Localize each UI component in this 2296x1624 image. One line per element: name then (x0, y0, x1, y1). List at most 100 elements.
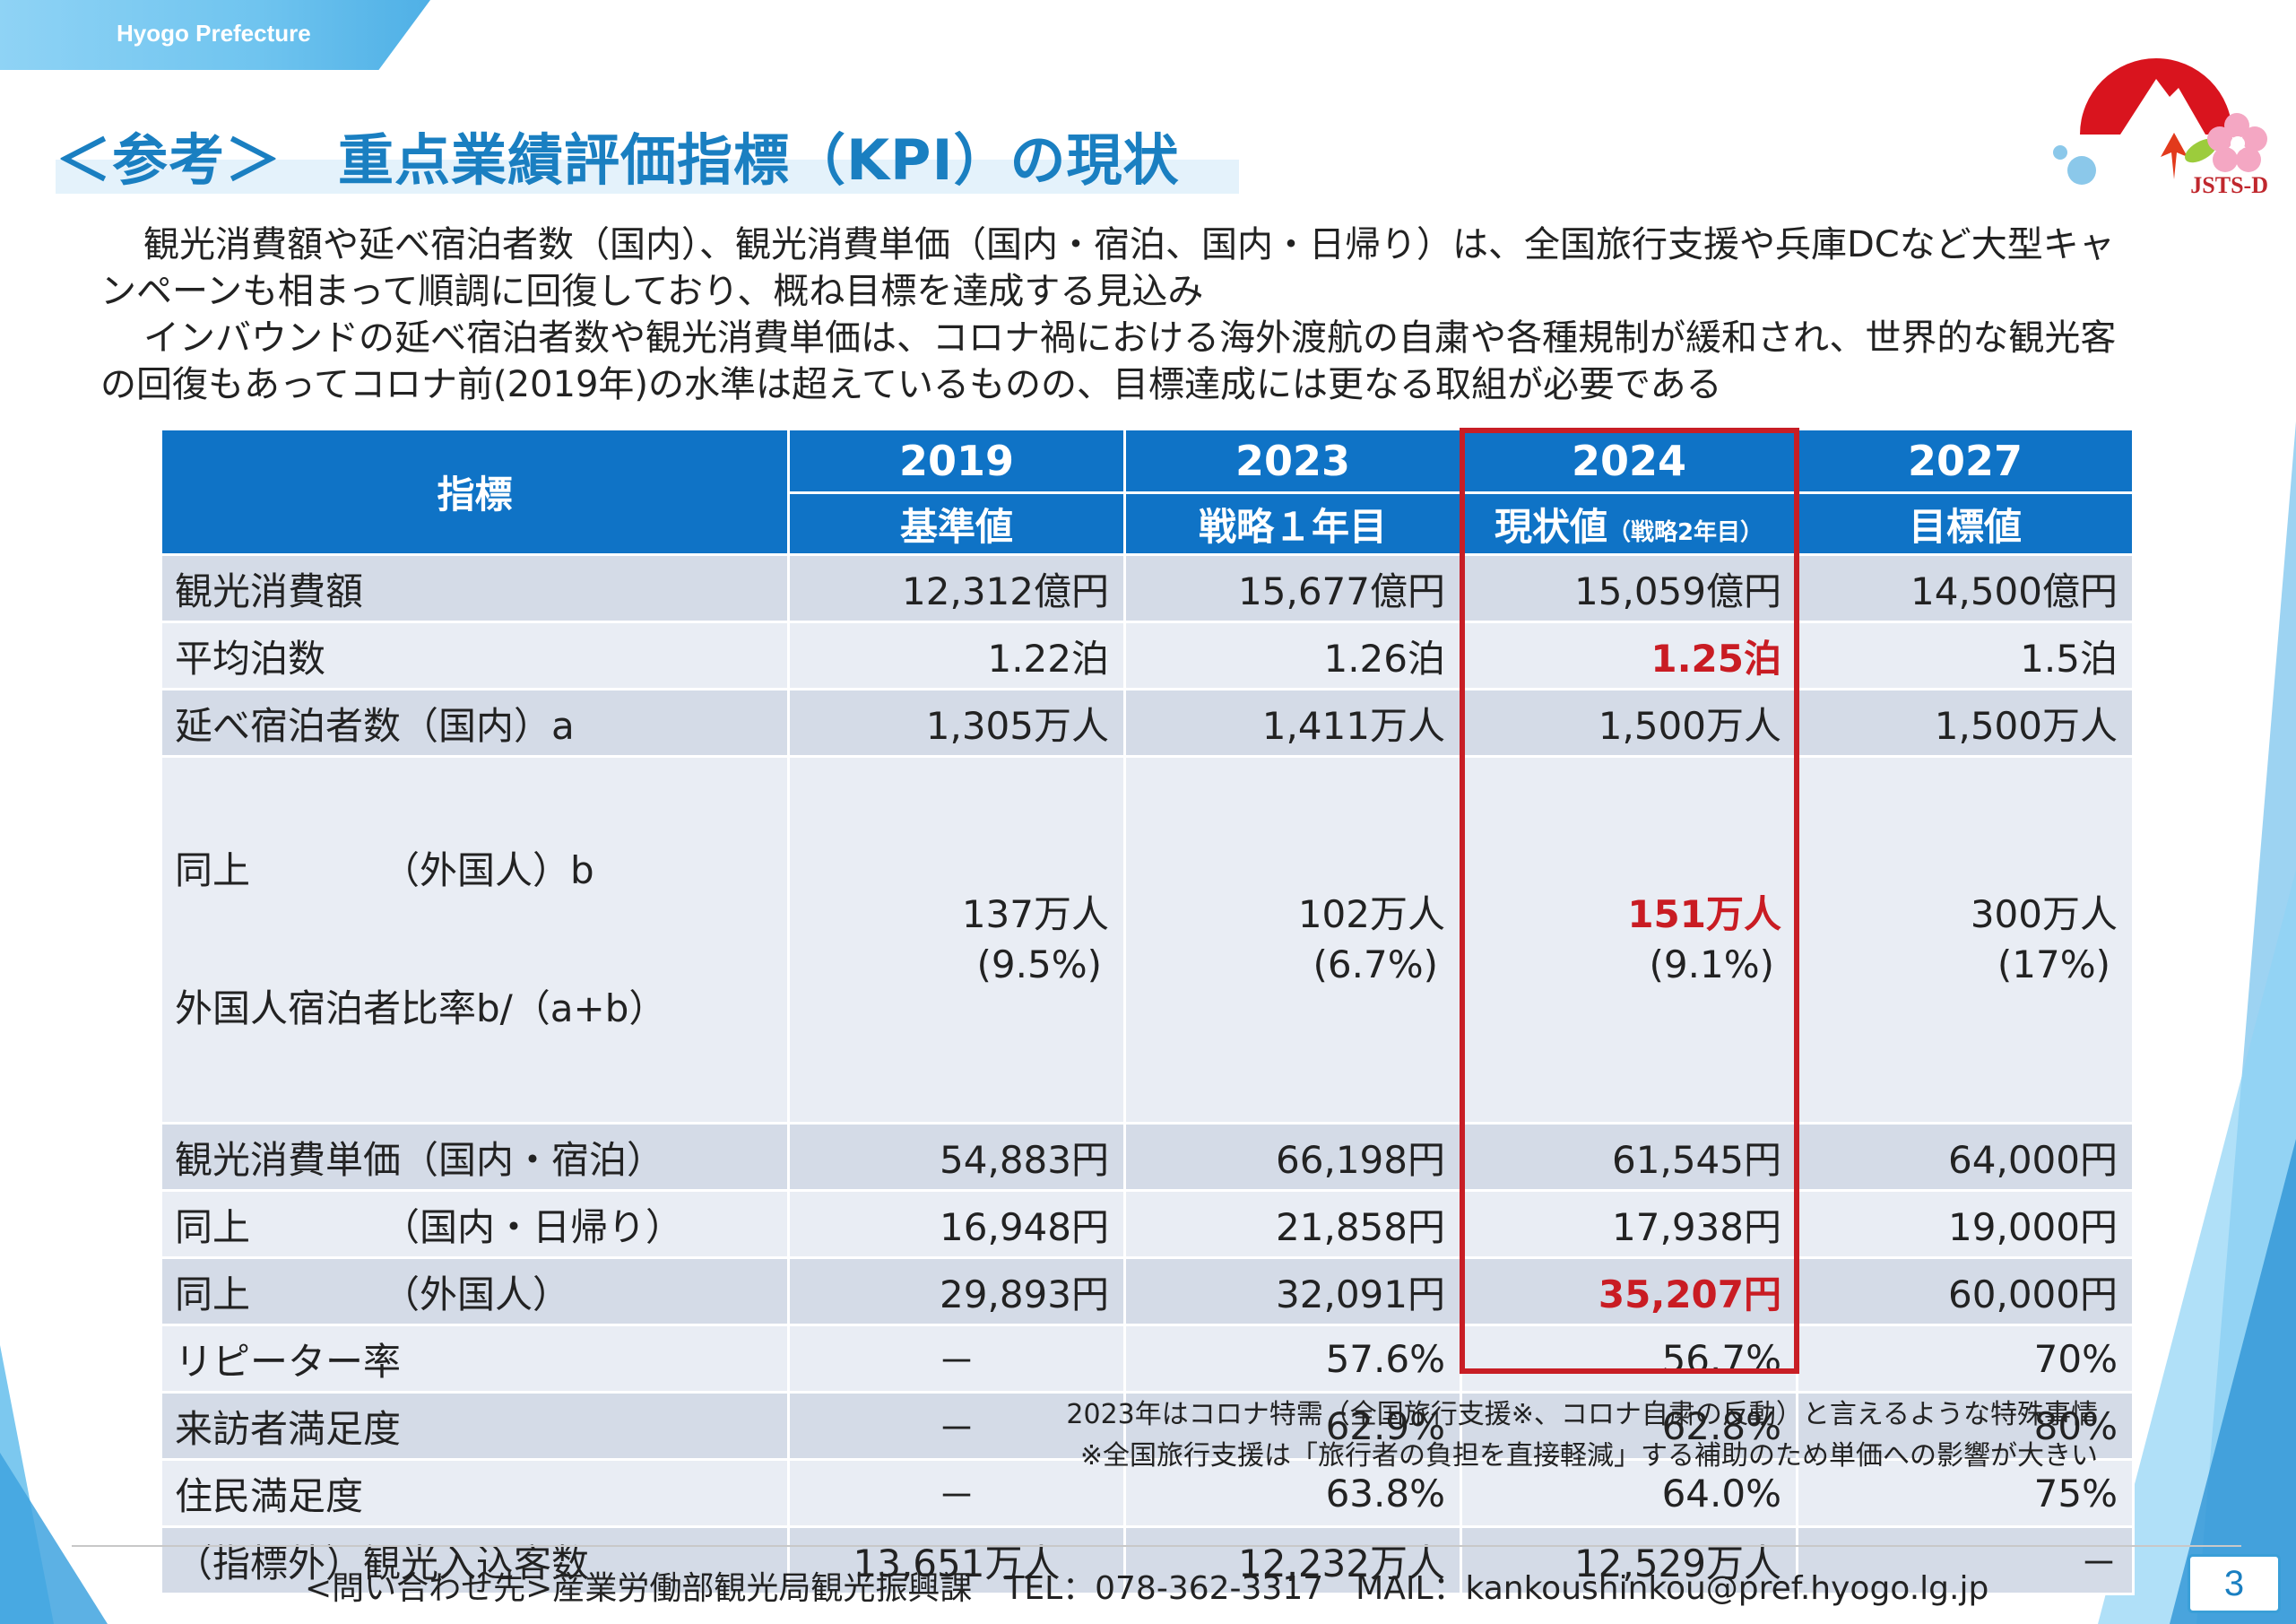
value-2019: 13,651万人 (787, 1525, 1126, 1595)
header-sub-2019: 基準値 (787, 491, 1126, 556)
table-row: 同上 （外国人）b 外国人宿泊者比率b/（a+b） 137万人 (9.5%) 1… (160, 755, 2135, 1125)
value-2024: 62.8% (1460, 1391, 1798, 1461)
value-2024: 151万人 (9.1%) (1460, 755, 1798, 1125)
left-decoration (0, 1345, 108, 1624)
value-2027: 19,000円 (1796, 1189, 2135, 1259)
value-2024-ratio: (9.1%) (1649, 942, 1774, 986)
value-2024: 64.0% (1460, 1458, 1798, 1528)
row-label: 同上 （外国人）b 外国人宿泊者比率b/（a+b） (160, 755, 790, 1125)
value-2024: 1,500万人 (1460, 688, 1798, 758)
row-label: リピーター率 (160, 1324, 790, 1394)
value-2019: 12,312億円 (787, 553, 1126, 623)
intro-text: 観光消費額や延べ宿泊者数（国内）、観光消費単価（国内・宿泊、国内・日帰り）は、全… (100, 221, 2144, 408)
value-2024: 15,059億円 (1460, 553, 1798, 623)
value-2019-count: 137万人 (961, 892, 1109, 936)
page-number: 3 (2188, 1554, 2281, 1613)
value-2019: 1.22泊 (787, 621, 1126, 690)
value-2023-count: 102万人 (1297, 892, 1445, 936)
header-sub-2024-note: （戦略2年目） (1607, 518, 1764, 546)
value-2027: 14,500億円 (1796, 553, 2135, 623)
title-underline-band (56, 160, 1239, 194)
row-label: 来訪者満足度 (160, 1391, 790, 1461)
table-row: 平均泊数 1.22泊 1.26泊 1.25泊 1.5泊 (160, 621, 2135, 690)
value-2027: 80% (1796, 1391, 2135, 1461)
header-year-2027: 2027 (1796, 428, 2135, 494)
value-2027-ratio: (17%) (1997, 942, 2110, 986)
organization-name: Hyogo Prefecture (117, 20, 311, 47)
value-2019: － (787, 1391, 1126, 1461)
organization-tab: Hyogo Prefecture (0, 0, 430, 70)
row-label: 住民満足度 (160, 1458, 790, 1528)
jsts-d-logo: JSTS-D (2035, 27, 2277, 206)
value-2027: 75% (1796, 1458, 2135, 1528)
row-label: 平均泊数 (160, 621, 790, 690)
footnote-2: ※全国旅行支援は「旅行者の負担を直接軽減」する補助のため単価への影響が大きい (1079, 1440, 2098, 1472)
value-2027: 64,000円 (1796, 1122, 2135, 1192)
header-sub-2024: 現状値（戦略2年目） (1460, 491, 1798, 556)
value-2027: － (1796, 1525, 2135, 1595)
row-label: 同上 （国内・日帰り） (160, 1189, 790, 1259)
value-2024: 61,545円 (1460, 1122, 1798, 1192)
value-2019-ratio: (9.5%) (976, 942, 1102, 986)
value-2023: 15,677億円 (1123, 553, 1462, 623)
mountain-sun-icon (2053, 58, 2267, 185)
value-2024: 56.7% (1460, 1324, 1798, 1394)
table-row: 延べ宿泊者数（国内）a 1,305万人 1,411万人 1,500万人 1,50… (160, 688, 2135, 758)
value-2019: 16,948円 (787, 1189, 1126, 1259)
value-2027-count: 300万人 (1970, 892, 2118, 936)
value-2027: 70% (1796, 1324, 2135, 1394)
value-2023: 102万人 (6.7%) (1123, 755, 1462, 1125)
value-2024: 12,529万人 (1460, 1525, 1798, 1595)
value-2019: 54,883円 (787, 1122, 1126, 1192)
value-2023: 12,232万人 (1123, 1525, 1462, 1595)
header-year-2023: 2023 (1123, 428, 1462, 494)
contact-info: <問い合わせ先>産業労働部観光局観光振興課 TEL：078-362-3317 M… (305, 1570, 1989, 1607)
value-2027: 1.5泊 (1796, 621, 2135, 690)
row-label: 同上 （外国人） (160, 1256, 790, 1326)
table-row: 観光消費額 12,312億円 15,677億円 15,059億円 14,500億… (160, 553, 2135, 623)
header-sub-2027: 目標値 (1796, 491, 2135, 556)
value-2019: － (787, 1458, 1126, 1528)
intro-paragraph-2: インバウンドの延べ宿泊者数や観光消費単価は、コロナ禍における海外渡航の自粛や各種… (100, 317, 2117, 405)
table-row: （指標外）観光入込客数 13,651万人 12,232万人 12,529万人 － (160, 1525, 2135, 1595)
value-2023: 1,411万人 (1123, 688, 1462, 758)
value-2023: 1.26泊 (1123, 621, 1462, 690)
value-2024: 1.25泊 (1460, 621, 1798, 690)
footnote-1: 2023年はコロナ特需（全国旅行支援※、コロナ自粛の反動）と言えるような特殊事情 (1066, 1399, 2098, 1430)
value-2023: 66,198円 (1123, 1122, 1462, 1192)
kpi-table: 指標 2019 2023 2024 2027 基準値 戦略１年目 現状値（戦略2… (160, 428, 2135, 1595)
value-2024: 17,938円 (1460, 1189, 1798, 1259)
row-label: 観光消費額 (160, 553, 790, 623)
intro-paragraph-1: 観光消費額や延べ宿泊者数（国内）、観光消費単価（国内・宿泊、国内・日帰り）は、全… (100, 224, 2115, 312)
header-indicator: 指標 (160, 428, 790, 556)
value-2023-ratio: (6.7%) (1313, 942, 1438, 986)
value-2023: 32,091円 (1123, 1256, 1462, 1326)
row-label-line-1: 同上 （外国人）b (175, 848, 594, 892)
header-sub-2023: 戦略１年目 (1123, 491, 1462, 556)
value-2023: 62.9% (1123, 1391, 1462, 1461)
page-title: ＜参考＞ 重点業績評価指標（KPI）の現状 (56, 127, 1180, 193)
table-row: 同上 （国内・日帰り） 16,948円 21,858円 17,938円 19,0… (160, 1189, 2135, 1259)
value-2019: － (787, 1324, 1126, 1394)
table-row: リピーター率 － 57.6% 56.7% 70% (160, 1324, 2135, 1394)
header-year-2024: 2024 (1460, 428, 1798, 494)
table-row: 来訪者満足度 － 62.9% 62.8% 80% (160, 1391, 2135, 1461)
value-2024-count: 151万人 (1627, 892, 1781, 936)
row-label: 観光消費単価（国内・宿泊） (160, 1122, 790, 1192)
value-2019: 1,305万人 (787, 688, 1126, 758)
footnotes: 2023年はコロナ特需（全国旅行支援※、コロナ自粛の反動）と言えるような特殊事情… (897, 1394, 2098, 1477)
row-label: 延べ宿泊者数（国内）a (160, 688, 790, 758)
header-sub-2024-label: 現状値 (1494, 504, 1607, 549)
table-row: 観光消費単価（国内・宿泊） 54,883円 66,198円 61,545円 64… (160, 1122, 2135, 1192)
value-2023: 57.6% (1123, 1324, 1462, 1394)
logo-text: JSTS-D (2190, 172, 2268, 198)
value-2023: 21,858円 (1123, 1189, 1462, 1259)
value-2019: 137万人 (9.5%) (787, 755, 1126, 1125)
value-2023: 63.8% (1123, 1458, 1462, 1528)
header-year-2019: 2019 (787, 428, 1126, 494)
row-label: （指標外）観光入込客数 (160, 1525, 790, 1595)
value-2027: 1,500万人 (1796, 688, 2135, 758)
footer-divider (72, 1545, 2241, 1547)
table-row: 住民満足度 － 63.8% 64.0% 75% (160, 1458, 2135, 1528)
row-label-line-2: 外国人宿泊者比率b/（a+b） (175, 986, 667, 1030)
